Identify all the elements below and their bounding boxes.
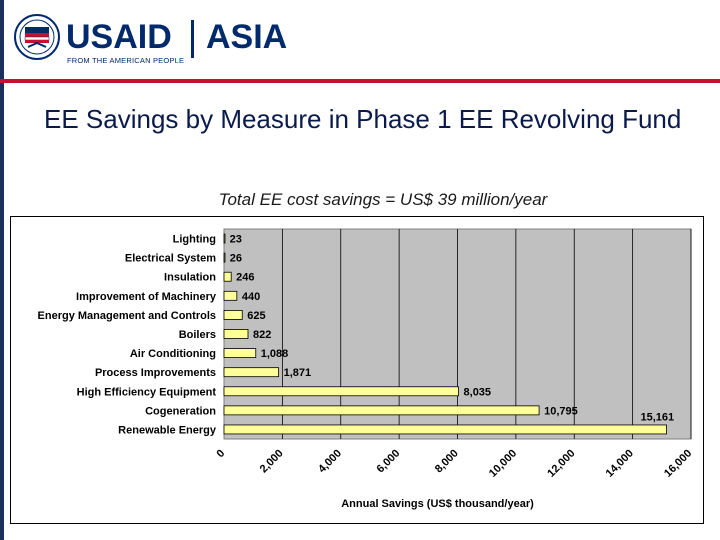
data-label: 10,795 — [544, 405, 578, 417]
usaid-tagline: FROM THE AMERICAN PEOPLE — [67, 56, 185, 65]
chart-frame: 0 2,000 4,000 6,000 8,000 10,000 12,000 14,000 1… — [10, 216, 704, 524]
header-rule — [0, 79, 720, 83]
category-label: Cogeneration — [145, 405, 216, 417]
left-accent-rule — [0, 0, 4, 540]
bar — [223, 367, 280, 378]
data-label: 440 — [242, 291, 260, 303]
category-label: Process Improvements — [95, 367, 216, 379]
x-axis-title: Annual Savings (US$ thousand/year) — [341, 498, 534, 510]
category-label: Renewable Energy — [118, 424, 217, 436]
category-label: Boilers — [179, 329, 216, 341]
bar — [223, 329, 249, 339]
data-label: 1,871 — [284, 367, 312, 379]
slide-title: EE Savings by Measure in Phase 1 EE Revo… — [44, 104, 682, 134]
category-label: Lighting — [173, 234, 216, 246]
usaid-wordmark: USAID — [66, 18, 172, 56]
category-label: Energy Management and Controls — [38, 310, 216, 322]
x-tick-label: 16,000 — [662, 447, 694, 479]
data-label: 625 — [247, 310, 265, 322]
x-tick-label: 6,000 — [374, 447, 402, 475]
bar — [223, 386, 459, 397]
bar — [223, 252, 226, 263]
data-label: 1,088 — [261, 348, 289, 360]
category-label: Electrical System — [125, 253, 216, 265]
x-tick-label: 4,000 — [316, 447, 344, 475]
data-label: 15,161 — [641, 411, 675, 423]
bar — [223, 348, 257, 358]
data-label: 246 — [236, 272, 254, 284]
usaid-seal-icon — [14, 14, 60, 60]
data-label: 23 — [230, 234, 242, 246]
x-tick-label: 0 — [214, 447, 227, 460]
chart-subtitle: Total EE cost savings = US$ 39 million/y… — [218, 190, 548, 209]
data-label: 822 — [253, 329, 271, 341]
bar — [223, 310, 243, 320]
bar — [223, 290, 238, 301]
data-label: 8,035 — [464, 386, 492, 398]
savings-bar-chart: 0 2,000 4,000 6,000 8,000 10,000 12,000 14,000 1… — [38, 228, 694, 510]
bar — [223, 271, 232, 282]
region-name: ASIA — [206, 18, 288, 56]
category-label: Improvement of Machinery — [76, 291, 217, 303]
bar — [223, 233, 226, 244]
category-label: Air Conditioning — [130, 348, 216, 360]
x-tick-label: 14,000 — [604, 447, 636, 479]
data-label: 26 — [230, 253, 242, 265]
category-label: High Efficiency Equipment — [77, 386, 217, 398]
x-tick-label: 2,000 — [258, 447, 286, 475]
x-tick-label: 12,000 — [545, 447, 577, 479]
bar — [223, 424, 667, 435]
x-tick-label: 10,000 — [487, 447, 519, 479]
header-band — [0, 0, 720, 78]
bar — [223, 405, 540, 416]
brand-divider — [191, 20, 194, 58]
x-tick-label: 8,000 — [433, 447, 461, 475]
category-label: Insulation — [164, 272, 216, 284]
